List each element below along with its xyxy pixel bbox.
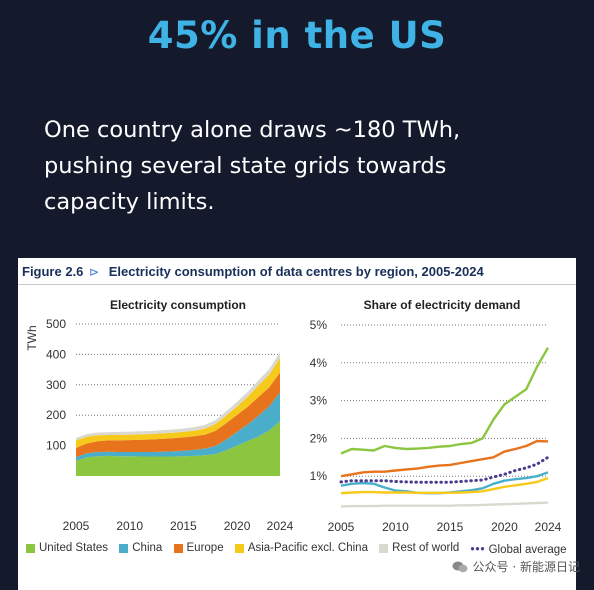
chart1-area-china — [76, 392, 280, 461]
chart1-ytick-label: 300 — [46, 378, 66, 392]
chart2-plot: 1% 2% 3% 4% 5% 2005 2010 2015 2020 2024 — [310, 318, 562, 534]
legend-label: Europe — [186, 542, 224, 554]
watermark: 公众号 · 新能源日记 — [452, 558, 580, 575]
legend-swatch — [379, 543, 389, 553]
figure-divider — [18, 284, 576, 285]
figure-arrow-icon: ⊳ — [89, 265, 100, 279]
chart1-ytick-label: 200 — [46, 408, 66, 422]
chart1-ytick-label: 500 — [46, 317, 66, 331]
legend: United States China Europe Asia-Pacific … — [26, 542, 574, 556]
legend-swatch — [26, 543, 35, 553]
figure-number: Figure 2.6 — [22, 264, 84, 279]
chart1-ytick-label: 400 — [46, 347, 66, 361]
chart2-ytick-label: 1% — [310, 469, 328, 483]
chart1-title: Electricity consumption — [110, 298, 246, 312]
legend-label: Global average — [488, 543, 567, 556]
wechat-icon — [452, 561, 468, 572]
chart2-xtick-label: 2024 — [535, 520, 562, 534]
legend-swatch — [234, 543, 244, 553]
chart2-xtick-label: 2020 — [491, 520, 518, 534]
chart1-xtick-label: 2005 — [63, 519, 90, 533]
chart1-ytick-label: 100 — [46, 439, 66, 453]
legend-item-global-average: ••• Global average — [470, 544, 566, 556]
body-text: One country alone draws ~180 TWh, pushin… — [44, 112, 564, 220]
chart2-line-rest-of-world — [340, 501, 549, 508]
chart2-ytick-label: 5% — [310, 318, 328, 332]
chart1-xtick-label: 2010 — [116, 519, 143, 533]
legend-label: Rest of world — [392, 542, 460, 554]
chart2-title: Share of electricity demand — [364, 298, 521, 312]
headline: 45% in the US — [147, 14, 447, 57]
figure-title: Electricity consumption of data centres … — [108, 264, 484, 279]
chart2-line-europe — [340, 439, 549, 478]
chart2-ytick-label: 2% — [310, 431, 328, 445]
chart1-area-europe — [76, 372, 280, 458]
chart2-xtick-label: 2015 — [437, 520, 464, 534]
chart2-ytick-label: 4% — [310, 356, 328, 370]
chart2-line-china — [340, 471, 549, 495]
legend-swatch — [119, 543, 129, 553]
chart2-line-united-states — [340, 347, 550, 455]
chart1-xtick-label: 2015 — [170, 519, 197, 533]
legend-swatch — [173, 543, 183, 553]
chart1-area-united-states — [76, 421, 280, 476]
legend-item-china: China — [119, 542, 162, 554]
chart2-ytick-label: 3% — [310, 394, 328, 408]
legend-label: United States — [39, 542, 109, 554]
legend-item-rest-of-world: Rest of world — [379, 542, 459, 554]
chart2-line-global-average — [339, 455, 550, 484]
chart1-area-asia-pacific-excl-china — [76, 358, 280, 448]
legend-item-asia-pacific: Asia-Pacific excl. China — [234, 542, 368, 554]
legend-label: China — [132, 542, 163, 554]
chart1-ylabel: TWh — [25, 325, 39, 350]
chart1-xtick-label: 2024 — [267, 519, 294, 533]
watermark-text: 公众号 · 新能源日记 — [472, 560, 580, 574]
charts-svg: Electricity consumption Share of electri… — [25, 298, 562, 534]
chart1-xtick-label: 2020 — [224, 519, 251, 533]
body-line-3: capacity limits. — [44, 189, 215, 215]
chart2-xtick-label: 2005 — [328, 520, 355, 534]
figure-header: Figure 2.6 ⊳ Electricity consumption of … — [22, 264, 484, 279]
body-line-1: One country alone draws ~180 TWh, — [44, 117, 461, 143]
legend-label: Asia-Pacific excl. China — [247, 542, 368, 554]
legend-item-united-states: United States — [26, 542, 108, 554]
body-line-2: pushing several state grids towards — [44, 153, 447, 179]
chart1-plot: 100 200 300 400 500 2005 2010 2015 2020 2024 — [46, 317, 294, 533]
figure-panel: Figure 2.6 ⊳ Electricity consumption of … — [18, 258, 576, 590]
legend-item-europe: Europe — [173, 542, 224, 554]
chart2-line-asia-pacific-excl-china — [340, 476, 549, 495]
legend-dotted-line-icon: ••• — [470, 543, 486, 556]
chart2-xtick-label: 2010 — [382, 520, 409, 534]
